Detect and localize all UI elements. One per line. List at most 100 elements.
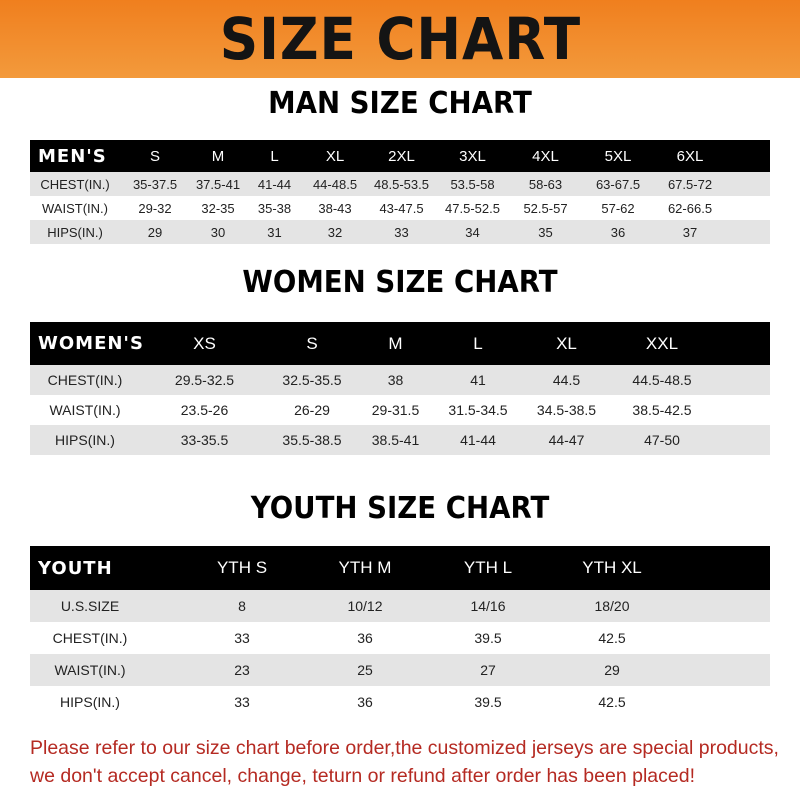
youth-section-title: YOUTH SIZE CHART [250,491,550,526]
men-size-table: MEN'S S M L XL 2XL 3XL 4XL 5XL 6XL CHEST(IN.) 35-37… [30,140,770,244]
table-cell: 23 [234,662,250,678]
table-cell: S [149,147,160,165]
table-cell: 4XL [532,147,559,165]
table-cell: L [270,147,279,165]
order-notice: Please refer to our size chart before or… [30,734,790,790]
table-cell: 29-32 [138,200,172,216]
notice-line-2: we don't accept cancel, change, teturn o… [30,765,695,787]
table-cell: 67.5-72 [667,176,713,192]
table-cell: 57-62 [601,200,635,216]
table-cell: 48.5-53.5 [374,176,429,192]
table-cell: 37 [682,224,698,240]
banner-title: SIZE CHART [219,5,581,73]
table-cell: YTH M [338,558,392,577]
table-cell: 32 [327,224,343,240]
table-cell: 33 [234,694,250,710]
men-section-title: MAN SIZE CHART [268,86,532,121]
table-cell: 29-31.5 [371,402,420,418]
table-row: HIPS(IN.) 33-35.5 35.5-38.5 38.5-41 41-44 44-… [30,425,770,455]
table-cell: 41-44 [460,432,496,448]
table-cell: 33 [394,224,409,240]
table-cell: 38.5-41 [371,432,420,448]
notice-line-1: Please refer to our size chart before or… [30,737,779,759]
table-cell: 34.5-38.5 [536,402,597,418]
table-cell: L [473,333,483,353]
table-row: WAIST(IN.) 23.5-26 26-29 29-31.5 31.5-34.5 34… [30,395,770,425]
row-label: U.S.SIZE [60,598,120,614]
youth-size-table: YOUTH YTH S YTH M YTH L YTH XL U.S.SIZE 8 10/12… [30,546,770,718]
table-header-row: YOUTH YTH S YTH M YTH L YTH XL [30,546,770,590]
table-row: HIPS(IN.) 33 36 39.5 42.5 [30,686,770,718]
table-cell: 42.5 [598,694,626,710]
table-row: U.S.SIZE 8 10/12 14/16 18/20 [30,590,770,622]
row-label: WAIST(IN.) [49,402,121,418]
table-cell: 31.5-34.5 [448,402,508,418]
table-cell: 33-35.5 [180,432,229,448]
table-cell: 32.5-35.5 [282,372,342,388]
table-cell: 47.5-52.5 [445,200,500,216]
table-cell: 36 [357,694,373,710]
table-cell: 58-63 [528,176,563,192]
table-cell: 6XL [676,147,704,165]
table-cell: 26-29 [294,402,330,418]
table-cell: 29 [604,662,620,678]
table-row: CHEST(IN.) 35-37.5 37.5-41 41-44 44-48.5 48.5… [30,172,770,196]
row-label: CHEST(IN.) [52,630,128,646]
table-cell: 44-47 [548,432,585,448]
table-cell: 5XL [604,147,632,165]
table-cell: 44-48.5 [312,176,358,192]
table-cell: 30 [210,224,226,240]
table-header-row: MEN'S S M L XL 2XL 3XL 4XL 5XL 6XL [30,140,770,172]
table-cell: YTH L [463,558,513,577]
women-section-title: WOMEN SIZE CHART [242,265,558,300]
row-label: CHEST(IN.) [47,372,123,388]
table-cell: M [211,147,225,165]
table-header-row: WOMEN'S XS S M L XL XXL [30,322,770,365]
table-row: WAIST(IN.) 29-32 32-35 35-38 38-43 43-47.5 47.… [30,196,770,220]
table-cell: XS [193,333,216,353]
table-row: HIPS(IN.) 29 30 31 32 33 34 35 36 37 [30,220,770,244]
table-cell: 36 [357,630,373,646]
table-cell: 39.5 [474,630,502,646]
women-size-table: WOMEN'S XS S M L XL XXL CHEST(IN.) 29.5-32.5 32.5… [30,322,770,455]
row-label: MEN'S [38,145,107,167]
table-row: WAIST(IN.) 23 25 27 29 [30,654,770,686]
table-cell: 43-47.5 [379,200,424,216]
table-cell: 44.5 [552,372,581,388]
table-cell: 41-44 [257,176,292,192]
table-cell: 32-35 [201,200,235,216]
table-cell: 42.5 [598,630,626,646]
table-cell: 38 [387,372,404,388]
table-cell: XL [556,333,577,353]
table-cell: 39.5 [474,694,502,710]
table-cell: 44.5-48.5 [632,372,692,388]
title-banner: SIZE CHART [0,0,800,78]
row-label: HIPS(IN.) [60,694,120,710]
table-cell: 35.5-38.5 [282,432,342,448]
table-cell: 47-50 [644,432,680,448]
table-cell: 35-38 [257,200,292,216]
table-cell: 10/12 [347,598,383,614]
table-cell: 38-43 [318,200,352,216]
table-cell: 35-37.5 [132,176,178,192]
row-label: WAIST(IN.) [42,200,108,216]
table-cell: 36 [610,224,626,240]
table-cell: 23.5-26 [180,402,229,418]
table-cell: 53.5-58 [450,176,495,192]
table-row: CHEST(IN.) 33 36 39.5 42.5 [30,622,770,654]
table-cell: XL [325,147,345,165]
row-label: HIPS(IN.) [47,224,103,240]
table-row: CHEST(IN.) 29.5-32.5 32.5-35.5 38 41 44.5 44.5… [30,365,770,395]
table-cell: XXL [645,333,679,353]
row-label: WOMEN'S [38,333,144,354]
row-label: WAIST(IN.) [54,662,126,678]
table-cell: 52.5-57 [523,200,568,216]
table-cell: 14/16 [470,598,506,614]
table-cell: 3XL [459,147,486,165]
table-cell: YTH XL [582,558,642,577]
table-cell: 38.5-42.5 [632,402,692,418]
table-cell: 8 [238,598,246,614]
row-label: HIPS(IN.) [55,432,115,448]
table-cell: 41 [470,372,486,388]
